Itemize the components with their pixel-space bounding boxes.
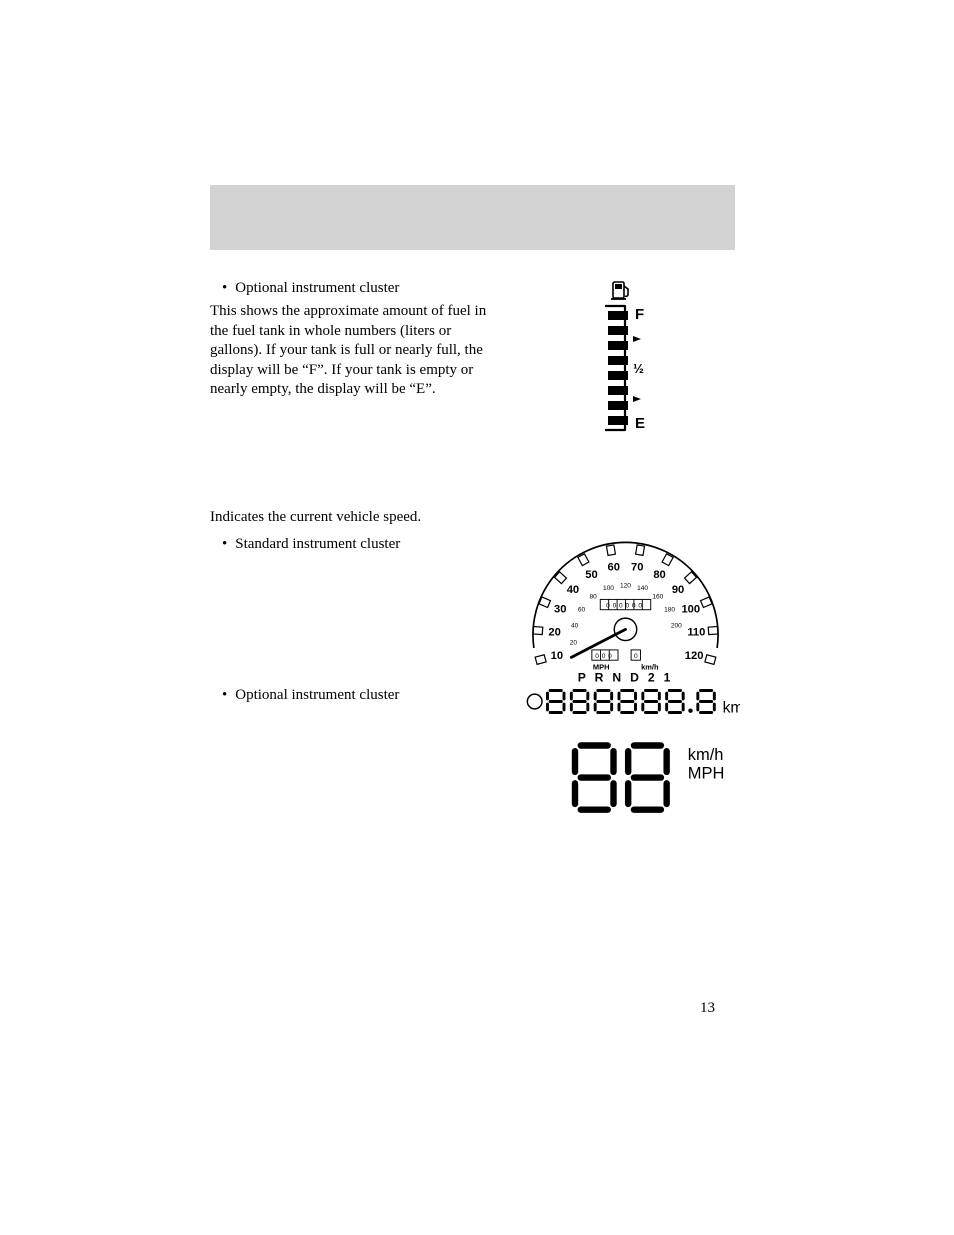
page-number: 13 — [700, 1000, 715, 1017]
optional-text-column: • Optional instrument cluster — [210, 685, 490, 709]
svg-text:80: 80 — [653, 569, 665, 581]
svg-text:100: 100 — [681, 603, 700, 615]
svg-text:160: 160 — [652, 593, 663, 600]
fuel-gauge-svg: F ½ E — [595, 278, 655, 438]
svg-text:000000: 000000 — [606, 602, 645, 609]
fuel-label-e: E — [635, 415, 645, 432]
svg-text:60: 60 — [577, 606, 585, 613]
svg-text:10: 10 — [550, 649, 562, 661]
bullet-text: Optional instrument cluster — [235, 278, 399, 298]
fuel-label-half: ½ — [633, 361, 644, 376]
fuel-section: • Optional instrument cluster This shows… — [210, 278, 740, 438]
speed-intro: Indicates the current vehicle speed. — [210, 508, 740, 528]
fuel-tick-lower — [633, 396, 641, 402]
svg-text:60: 60 — [607, 561, 619, 573]
odometer-unit: km — [723, 700, 740, 717]
digital-cluster-column: km km/h MPH — [510, 685, 740, 832]
svg-text:120: 120 — [684, 649, 703, 661]
svg-text:110: 110 — [687, 626, 705, 638]
optional-cluster-row: • Optional instrument cluster km km/h — [210, 685, 740, 832]
svg-text:20: 20 — [569, 639, 577, 646]
svg-text:200: 200 — [670, 622, 681, 629]
svg-text:90: 90 — [671, 583, 683, 595]
fuel-body-text: This shows the approximate amount of fue… — [210, 302, 490, 400]
svg-text:100: 100 — [602, 585, 613, 592]
bullet-dot: • — [222, 534, 227, 554]
fuel-text-column: • Optional instrument cluster This shows… — [210, 278, 490, 404]
svg-text:20: 20 — [548, 626, 560, 638]
fuel-pump-icon — [611, 282, 628, 299]
fuel-label-f: F — [635, 306, 644, 323]
svg-text:80: 80 — [589, 593, 597, 600]
speed-unit-kmh: km/h — [688, 746, 724, 764]
bullet-text: Optional instrument cluster — [235, 685, 399, 705]
fuel-gauge-column: F ½ E — [510, 278, 740, 438]
bullet-dot: • — [222, 685, 227, 705]
svg-text:30: 30 — [553, 603, 565, 615]
svg-text:70: 70 — [631, 561, 643, 573]
bullet-standard-cluster: • Standard instrument cluster — [210, 534, 490, 554]
digital-cluster-svg: km km/h MPH — [520, 685, 740, 832]
svg-text:0: 0 — [633, 652, 637, 659]
header-band — [210, 185, 735, 250]
svg-text:120: 120 — [620, 582, 631, 589]
svg-text:140: 140 — [637, 585, 648, 592]
fuel-tick-upper — [633, 336, 641, 342]
speedometer-column: 102030405060708090100110120 204060801001… — [510, 534, 740, 684]
svg-text:50: 50 — [585, 569, 597, 581]
svg-text:000: 000 — [595, 652, 614, 659]
bullet-optional-cluster-2: • Optional instrument cluster — [210, 685, 490, 705]
standard-cluster-row: • Standard instrument cluster 1020304050… — [210, 534, 740, 684]
speedometer-svg: 102030405060708090100110120 204060801001… — [518, 534, 733, 684]
bullet-dot: • — [222, 278, 227, 298]
bullet-optional-cluster: • Optional instrument cluster — [210, 278, 490, 298]
svg-text:40: 40 — [570, 622, 578, 629]
bullet-text: Standard instrument cluster — [235, 534, 400, 554]
standard-text-column: • Standard instrument cluster — [210, 534, 490, 558]
svg-text:180: 180 — [664, 606, 675, 613]
speed-unit-mph: MPH — [688, 765, 725, 783]
svg-text:40: 40 — [566, 583, 578, 595]
page-content: • Optional instrument cluster This shows… — [210, 185, 740, 832]
trip-reset-icon — [527, 694, 542, 709]
gear-indicator: P R N D 2 1 — [577, 670, 672, 683]
